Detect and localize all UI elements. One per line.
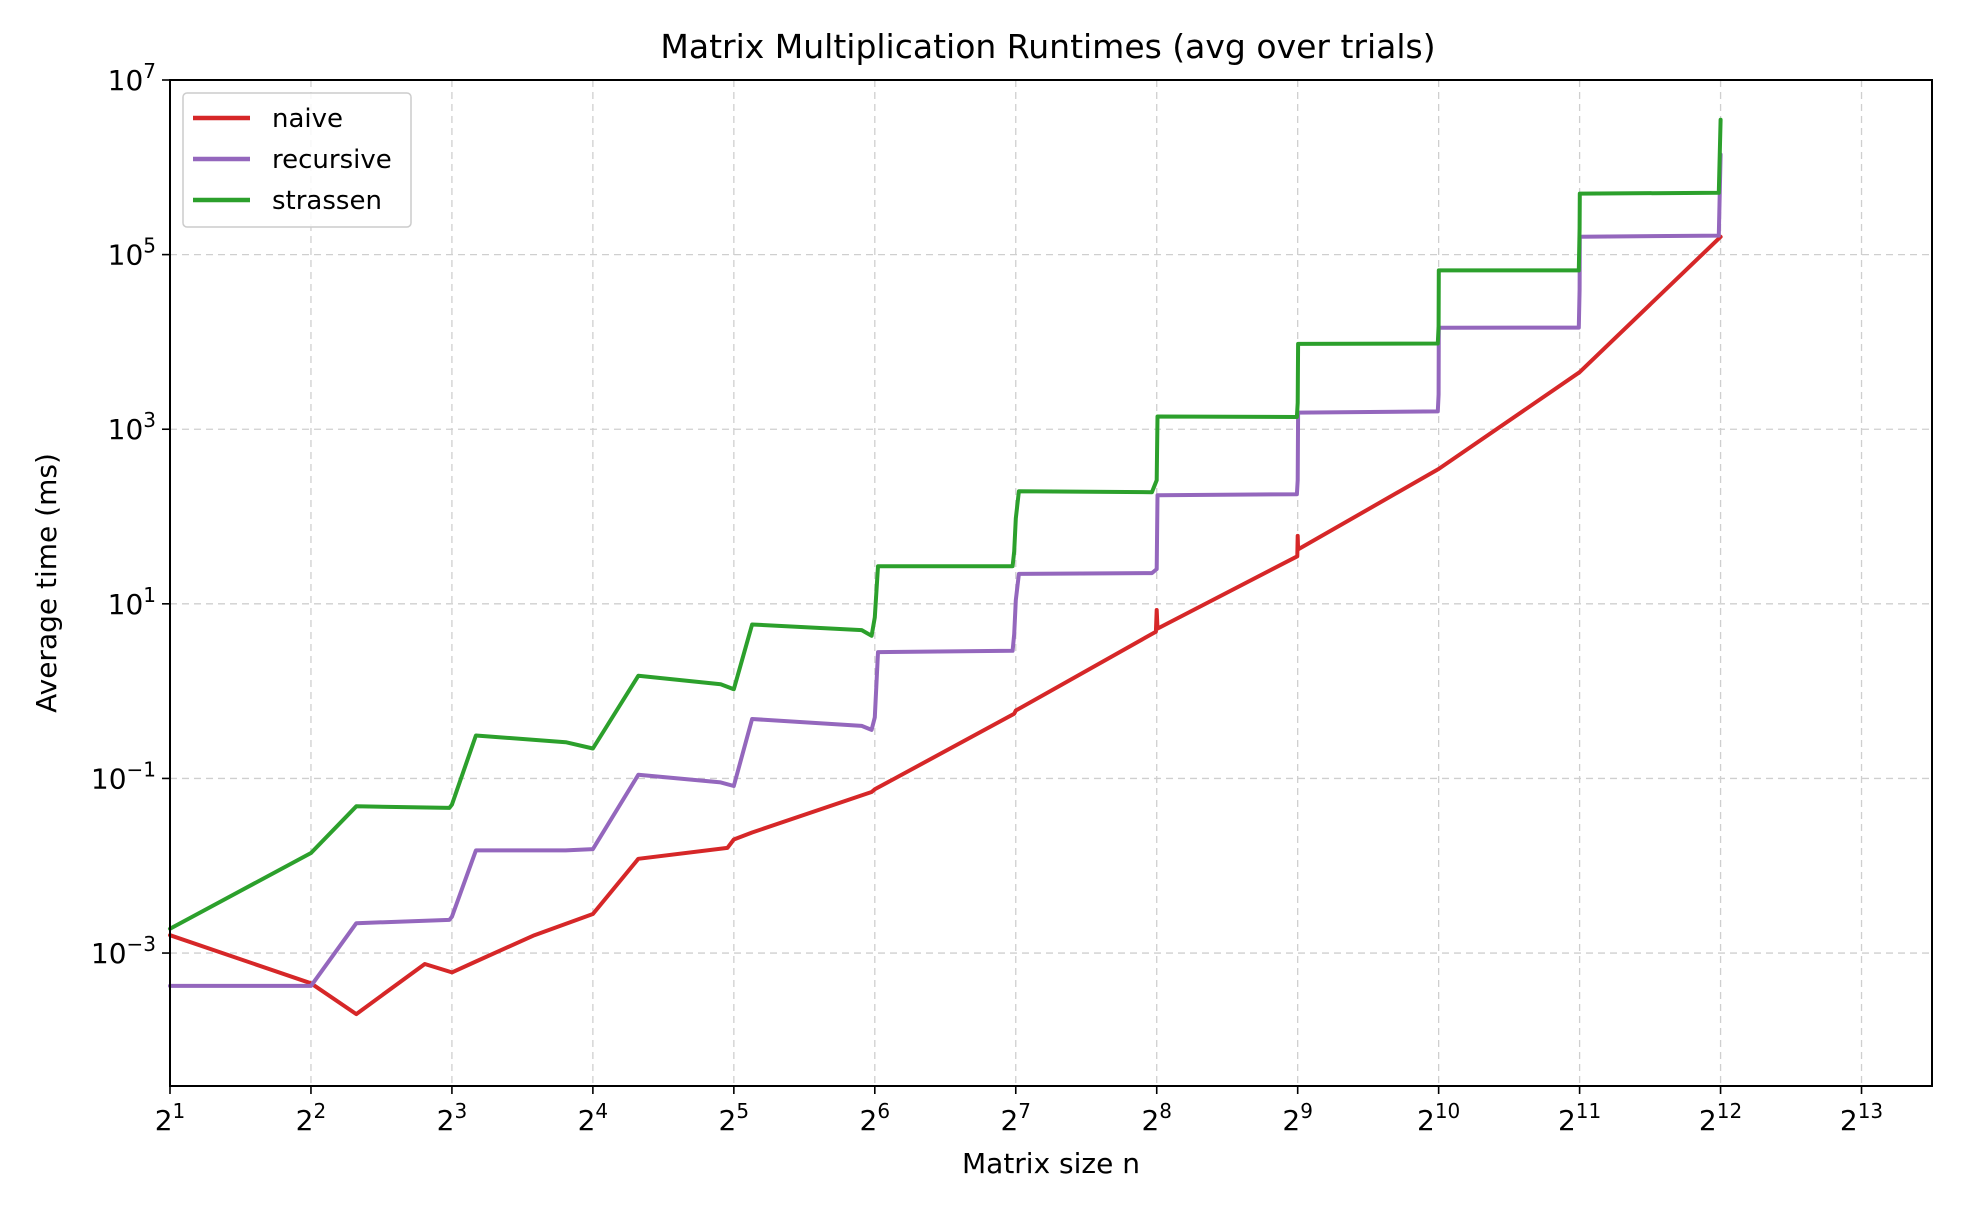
x-tick-label: 211 (1558, 1099, 1601, 1137)
plot-area-frame (169, 79, 1933, 1087)
legend-label-recursive: recursive (272, 145, 392, 175)
series-line-recursive (168, 152, 1723, 988)
y-tick-label: 10−1 (91, 757, 156, 795)
series-line-naive (168, 234, 1723, 1017)
x-tick-label: 26 (860, 1099, 891, 1137)
y-tick-label: 101 (108, 583, 156, 621)
x-tick-label: 213 (1840, 1099, 1883, 1137)
legend-box (182, 92, 412, 228)
x-axis-label: Matrix size n (962, 1147, 1140, 1180)
legend-label-naive: naive (272, 104, 343, 134)
y-tick-label: 10−3 (91, 932, 156, 970)
y-tick-label: 103 (108, 408, 156, 446)
legend-label-strassen: strassen (272, 186, 382, 216)
x-axis-ticks: 21 22 23 24 25 26 27 28 29 210 211 212 213 (155, 1086, 1883, 1137)
x-tick-label: 29 (1282, 1099, 1313, 1137)
x-tick-label: 212 (1699, 1099, 1742, 1137)
x-tick-label: 22 (296, 1099, 327, 1137)
legend: naive recursive strassen (182, 92, 412, 228)
y-tick-label: 107 (108, 59, 156, 97)
x-tick-label: 21 (155, 1099, 186, 1137)
x-tick-label: 28 (1141, 1099, 1172, 1137)
x-tick-label: 23 (437, 1099, 468, 1137)
x-tick-label: 25 (719, 1099, 750, 1137)
chart-title: Matrix Multiplication Runtimes (avg over… (660, 27, 1435, 66)
y-axis-ticks: 10−3 10−1 101 103 105 107 (91, 59, 170, 970)
series-lines (168, 117, 1723, 1017)
grid-lines (169, 79, 1932, 1086)
x-tick-label: 24 (578, 1099, 609, 1137)
y-tick-label: 105 (108, 234, 156, 272)
series-line-strassen (168, 117, 1723, 931)
x-tick-label: 27 (1000, 1099, 1031, 1137)
y-axis-label: Average time (ms) (30, 453, 63, 713)
x-tick-label: 210 (1417, 1099, 1460, 1137)
